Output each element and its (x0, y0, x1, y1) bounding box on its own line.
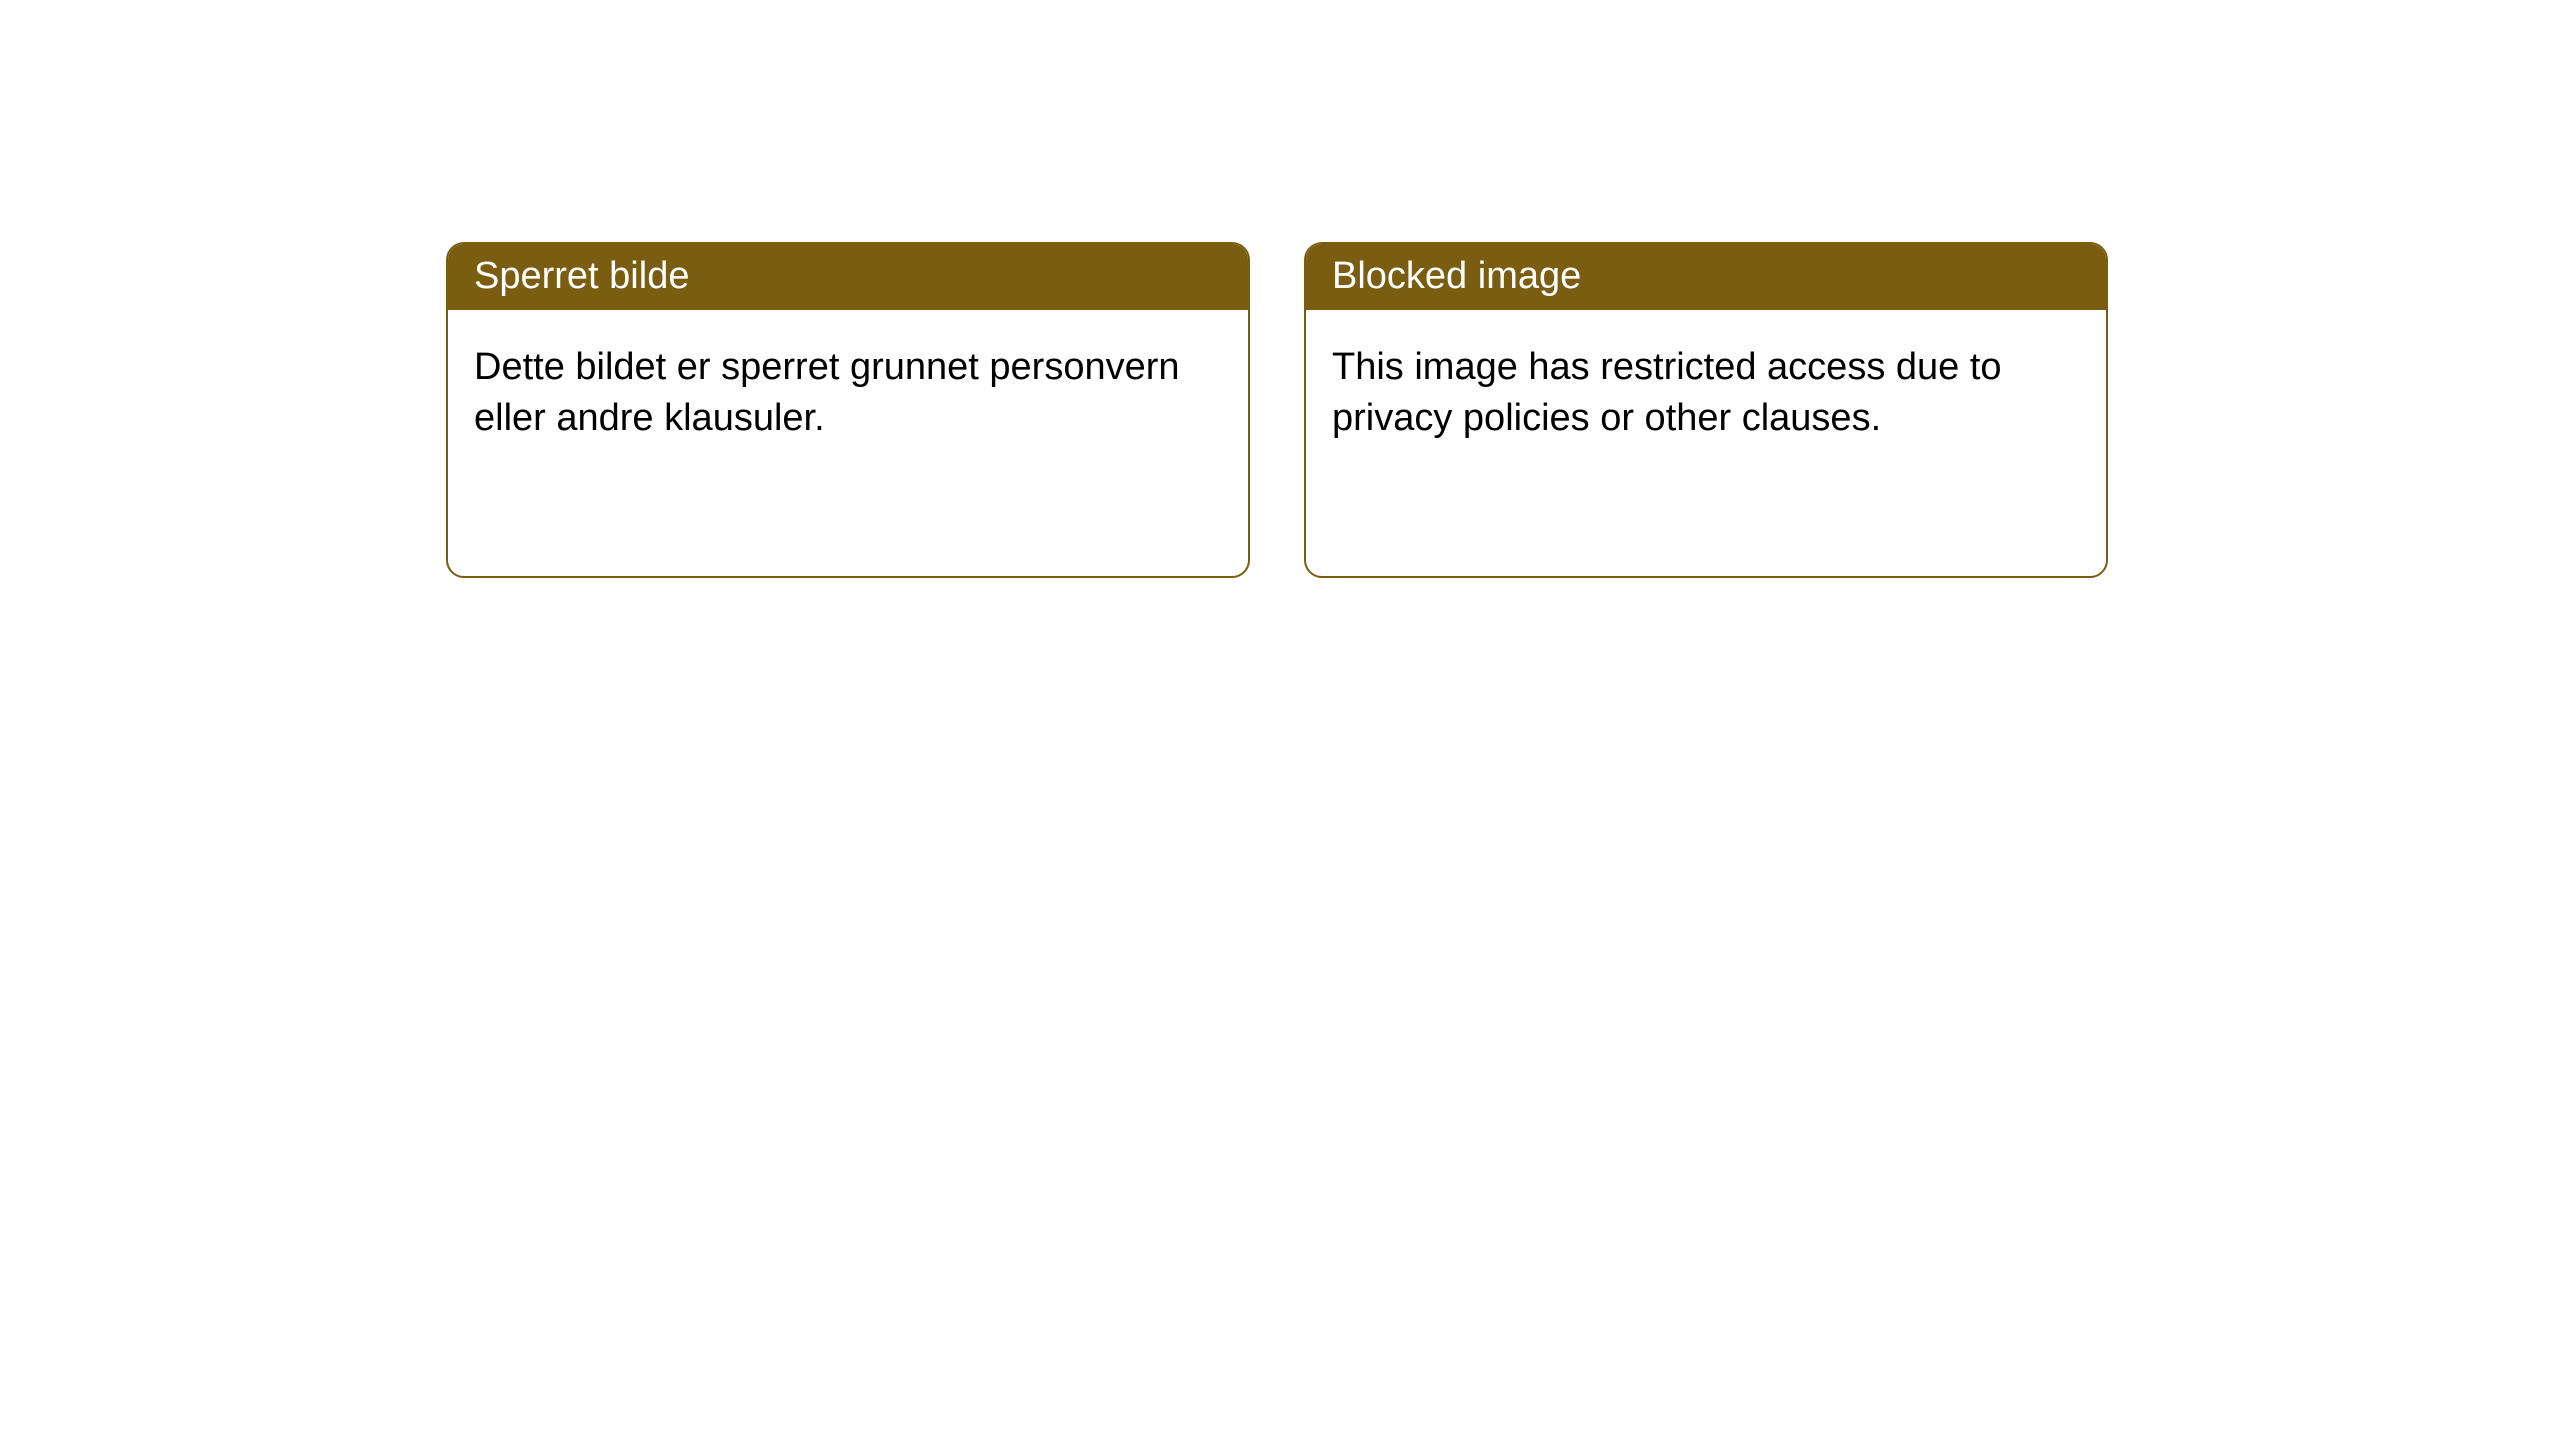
card-body: This image has restricted access due to … (1306, 310, 2106, 471)
card-title: Blocked image (1306, 244, 2106, 310)
card-body: Dette bildet er sperret grunnet personve… (448, 310, 1248, 471)
card-title: Sperret bilde (448, 244, 1248, 310)
notice-card-english: Blocked image This image has restricted … (1304, 242, 2108, 578)
notice-cards-container: Sperret bilde Dette bildet er sperret gr… (0, 0, 2560, 578)
notice-card-norwegian: Sperret bilde Dette bildet er sperret gr… (446, 242, 1250, 578)
